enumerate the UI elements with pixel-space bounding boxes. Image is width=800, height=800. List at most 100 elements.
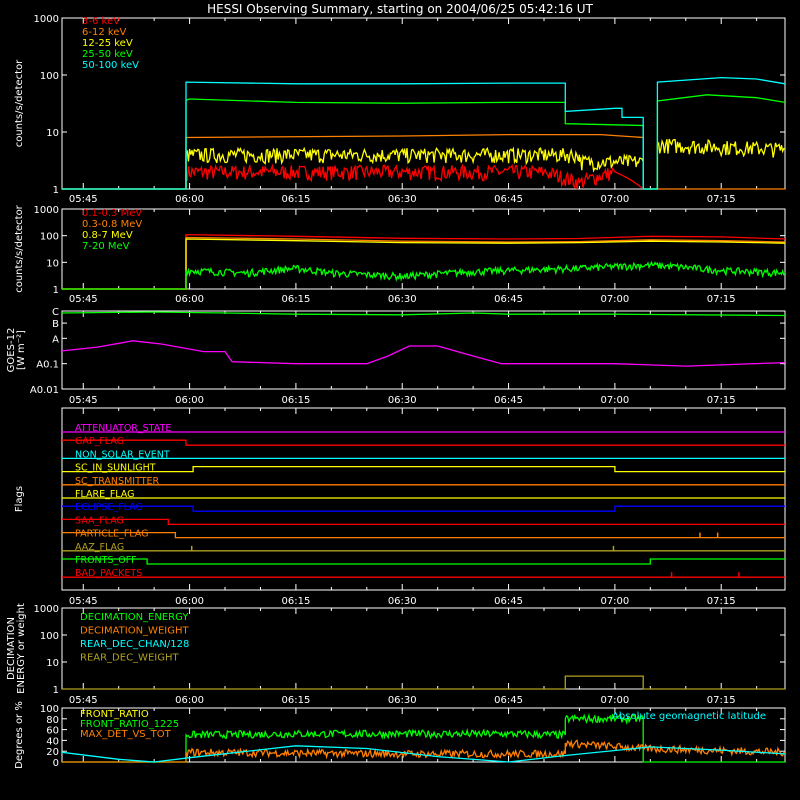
x-tick-label: 06:30: [388, 695, 417, 706]
x-tick-label: 06:15: [281, 695, 310, 706]
y-axis-title: Flags: [14, 486, 25, 512]
flag-label-eclipse-flag: ECLIPSE_FLAG: [75, 502, 143, 513]
flag-line-saa-flag: [62, 518, 785, 526]
plot-title: HESSI Observing Summary, starting on 200…: [207, 2, 593, 16]
x-tick-label: 06:15: [281, 194, 310, 205]
x-tick-label: 06:00: [175, 294, 204, 305]
x-tick-label: 06:45: [494, 294, 523, 305]
legend-decimation-energy: DECIMATION_ENERGY: [80, 612, 189, 623]
flag-label-non-solar-event: NON_SOLAR_EVENT: [75, 449, 170, 460]
y-tick-label: 100: [40, 631, 59, 642]
series-line-0-8-7-mev: [62, 238, 786, 290]
flag-label-flare-flag: FLARE_FLAG: [75, 489, 135, 500]
series-line-rear-dec-weight: [62, 675, 785, 690]
series-line-series-1: [61, 340, 786, 367]
y-tick-label: 60: [46, 726, 59, 737]
y-tick-label: 10: [46, 258, 59, 269]
legend-max-det-vs-tot: MAX_DET_VS_TOT: [80, 729, 172, 740]
y-tick-label: B: [52, 319, 59, 330]
y-tick-label: 20: [46, 747, 59, 758]
x-tick-label: 06:30: [388, 294, 417, 305]
x-tick-label: 07:00: [600, 395, 629, 406]
flag-label-gap-flag: GAP_FLAG: [75, 436, 124, 447]
flag-label-attenuator-state: ATTENUATOR_STATE: [75, 423, 171, 434]
x-tick-label: 06:00: [175, 194, 204, 205]
x-tick-label: 07:00: [600, 695, 629, 706]
y-tick-label: 1000: [34, 14, 59, 25]
x-tick-label: 06:45: [494, 194, 523, 205]
series-line-12-25-kev: [62, 138, 786, 190]
x-tick-label: 07:15: [707, 695, 736, 706]
x-tick-label: 06:00: [175, 695, 204, 706]
series-line-series-0: [61, 311, 786, 317]
y-tick-label: A0.01: [30, 385, 59, 396]
flag-label-fronts-off: FRONTS_OFF: [75, 555, 137, 566]
x-tick-label: 05:45: [69, 395, 98, 406]
series-line-3-6-kev: [62, 163, 644, 190]
y-axis-title: counts/s/detector: [14, 204, 25, 292]
legend-25-50-kev: 25-50 keV: [82, 49, 133, 60]
flag-label-aaz-flag: AAZ_FLAG: [75, 542, 124, 553]
y-tick-label: 1: [53, 285, 59, 296]
flag-line-fronts-off: [62, 558, 785, 565]
series-line-max-det-vs-tot: [62, 739, 786, 763]
legend-0-1-0-3-mev: 0.1-0.3 MeV: [82, 208, 142, 219]
legend-0-8-7-mev: 0.8-7 MeV: [82, 230, 133, 241]
y-tick-label: C: [52, 307, 59, 318]
panel4: Flags 05:45 06:00 06:15 06:30 06:45 07:00 07:15…: [14, 407, 786, 607]
x-tick-label: 06:15: [281, 596, 310, 607]
y-axis-title-2: [W m⁻²]: [16, 330, 27, 370]
y-axis-title: DECIMATION: [6, 617, 17, 680]
x-tick-label: 06:30: [388, 596, 417, 607]
panel-frame: [61, 407, 786, 591]
y-axis-title: Degrees or %: [14, 701, 25, 769]
x-tick-label: 06:30: [388, 194, 417, 205]
x-tick-label: 07:15: [707, 294, 736, 305]
panel3: A0.01 A0.1 ABC GOES-12 [W m⁻²] 05:45 06:00 06:1…: [6, 307, 786, 406]
panel5: 1 10 100 1000 DECIMATION ENERGY or weight 05:4…: [6, 603, 786, 706]
flag-line-gap-flag: [62, 439, 785, 446]
flag-line-eclipse-flag: [62, 505, 785, 512]
series-line-6-12-kev: [62, 133, 785, 190]
x-tick-label: 05:45: [69, 294, 98, 305]
flag-label-particle-flag: PARTICLE_FLAG: [75, 529, 148, 540]
x-tick-label: 07:00: [600, 596, 629, 607]
y-tick-label: 1000: [34, 604, 59, 615]
y-axis-title-2: ENERGY or weight: [16, 603, 27, 694]
x-tick-label: 07:15: [707, 596, 736, 607]
y-tick-label: 100: [40, 704, 59, 715]
panel-frame: [61, 17, 786, 190]
series-line-50-100-kev: [62, 76, 786, 190]
x-tick-label: 05:45: [69, 695, 98, 706]
series-line-0-3-0-8-mev: [62, 236, 786, 290]
x-tick-label: 06:30: [388, 395, 417, 406]
y-tick-label: 80: [46, 715, 59, 726]
legend-front-ratio: FRONT_RATIO: [80, 709, 149, 720]
flag-label-bad-packets: BAD_PACKETS: [75, 568, 142, 579]
legend-front-ratio-1225: FRONT_RATIO_1225: [80, 719, 179, 730]
x-tick-label: 06:15: [281, 395, 310, 406]
legend-3-6-kev: 3-6 keV: [82, 16, 120, 27]
x-tick-label: 07:15: [707, 395, 736, 406]
x-tick-label: 06:00: [175, 596, 204, 607]
legend-decimation-weight: DECIMATION_WEIGHT: [80, 626, 189, 637]
y-tick-label: 1: [53, 185, 59, 196]
flag-label-sc-transmitter: SC_TRANSMITTER: [75, 476, 160, 487]
legend-7-20-mev: 7-20 MeV: [82, 241, 130, 252]
x-tick-label: 07:00: [600, 194, 629, 205]
legend-50-100-kev: 50-100 keV: [82, 60, 139, 71]
y-tick-label: 0: [53, 758, 59, 769]
y-tick-label: 10: [46, 128, 59, 139]
panel2: 1 10 100 1000 counts/s/detector 05:45 06:00 06:…: [14, 204, 786, 305]
flag-label-sc-in-sunlight: SC_IN_SUNLIGHT: [75, 463, 156, 474]
x-tick-label: 05:45: [69, 194, 98, 205]
x-tick-label: 06:45: [494, 695, 523, 706]
panel-frame: [61, 707, 786, 763]
y-tick-label: 10: [46, 658, 59, 669]
flag-line-sc-in-sunlight: [62, 465, 785, 473]
flag-line-particle-flag: [62, 531, 785, 539]
legend-rear-dec-weight: REAR_DEC_WEIGHT: [80, 653, 179, 664]
legend-rear-dec-chan-128: REAR_DEC_CHAN/128: [80, 639, 189, 650]
